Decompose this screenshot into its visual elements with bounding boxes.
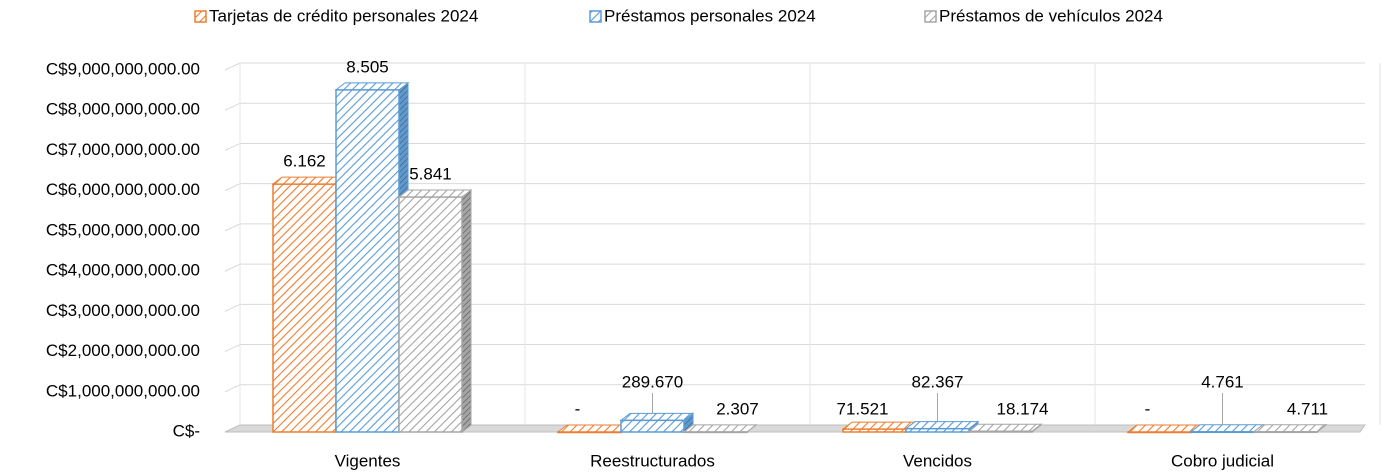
data-label: 6.162 [283, 152, 326, 171]
bar [841, 421, 917, 434]
y-tick-label: C$7,000,000,000.00 [46, 140, 200, 159]
legend-label: Préstamos personales 2024 [604, 6, 816, 25]
bar [556, 424, 632, 434]
bar [904, 420, 980, 434]
x-tick-label: Vigentes [335, 451, 401, 470]
legend-swatch [924, 10, 937, 23]
y-tick-label: C$5,000,000,000.00 [46, 220, 200, 239]
data-label: 4.711 [1287, 399, 1328, 418]
data-label: - [575, 399, 581, 418]
legend-swatch [194, 10, 207, 23]
bar [334, 81, 410, 434]
y-tick-label: C$- [173, 421, 200, 440]
y-tick-label: C$6,000,000,000.00 [46, 180, 200, 199]
data-label: 71.521 [837, 399, 889, 418]
bar [967, 423, 1043, 434]
bar [1189, 423, 1265, 434]
y-tick-label: C$2,000,000,000.00 [46, 341, 200, 360]
y-tick-label: C$4,000,000,000.00 [46, 261, 200, 280]
x-tick-label: Reestructurados [590, 451, 715, 470]
data-label: 2.307 [716, 399, 759, 418]
data-label: 5.841 [409, 165, 452, 184]
x-tick-label: Vencidos [903, 451, 972, 470]
bar [1252, 423, 1328, 434]
legend-label: Tarjetas de crédito personales 2024 [209, 6, 478, 25]
data-label: 8.505 [346, 57, 389, 76]
x-tick-label: Cobro judicial [1171, 451, 1274, 470]
y-tick-label: C$3,000,000,000.00 [46, 301, 200, 320]
bar [1126, 424, 1202, 434]
bar [271, 176, 347, 434]
y-tick-label: C$8,000,000,000.00 [46, 100, 200, 119]
bar [397, 189, 473, 434]
data-label: 289.670 [622, 372, 683, 391]
data-label: 4.761 [1201, 372, 1244, 391]
legend-swatch [589, 10, 602, 23]
grid-line [224, 62, 1365, 71]
y-tick-label: C$9,000,000,000.00 [46, 59, 200, 78]
bar [682, 423, 758, 434]
data-label: 82.367 [912, 372, 964, 391]
data-label: 18.174 [997, 399, 1049, 418]
y-tick-label: C$1,000,000,000.00 [46, 381, 200, 400]
bar [619, 412, 695, 434]
data-label: - [1145, 399, 1151, 418]
legend-label: Préstamos de vehículos 2024 [939, 6, 1163, 25]
